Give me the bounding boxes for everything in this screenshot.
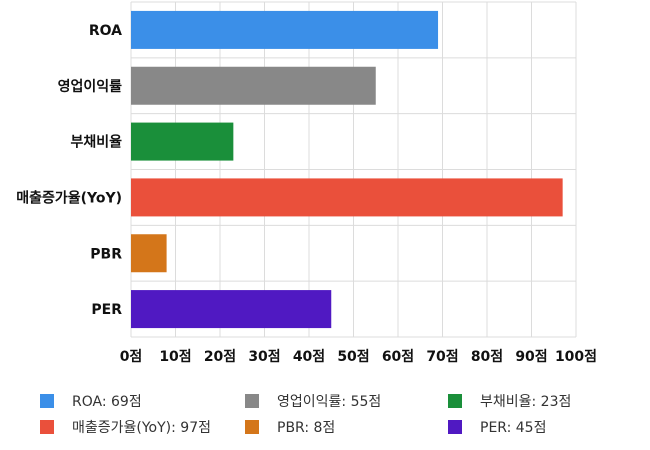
x-tick-label: 90점 (515, 348, 547, 365)
bar (131, 10, 439, 49)
legend-label-debt-ratio: 부채비율: 23점 (480, 394, 572, 410)
x-tick-label: 60점 (382, 348, 414, 365)
legend-swatch-operating-margin (245, 394, 259, 408)
x-tick-label: 40점 (293, 348, 325, 365)
category-label: PER (91, 302, 122, 318)
category-label: PBR (90, 246, 122, 262)
category-label: ROA (89, 23, 122, 39)
bar (131, 290, 332, 329)
legend-swatch-pbr (245, 420, 259, 434)
x-tick-label: 0점 (120, 348, 143, 365)
legend-item-per: PER: 45점 (448, 416, 546, 438)
category-label: 부채비율 (70, 134, 122, 151)
legend-label-operating-margin: 영업이익률: 55점 (277, 394, 382, 410)
legend-label-revenue-growth: 매출증가율(YoY): 97점 (72, 420, 211, 436)
legend-swatch-debt-ratio (448, 394, 462, 408)
legend-label-per: PER: 45점 (480, 420, 547, 436)
x-tick-label: 10점 (159, 348, 191, 365)
legend-swatch-roa (40, 394, 54, 408)
legend-item-operating-margin: 영업이익률: 55점 (245, 390, 381, 412)
bar (131, 122, 234, 161)
legend-item-debt-ratio: 부채비율: 23점 (448, 390, 571, 412)
bar (131, 66, 376, 105)
legend-label-pbr: PBR: 8점 (277, 420, 336, 436)
x-tick-label: 80점 (471, 348, 503, 365)
legend-swatch-per (448, 420, 462, 434)
legend-swatch-revenue-growth (40, 420, 54, 434)
legend-item-roa: ROA: 69점 (40, 390, 142, 412)
x-tick-label: 20점 (204, 348, 236, 365)
category-label: 영업이익률 (58, 78, 123, 95)
legend-item-revenue-growth: 매출증가율(YoY): 97점 (40, 416, 211, 438)
category-label: 매출증가율(YoY) (16, 189, 122, 206)
bar (131, 178, 563, 217)
chart-legend: ROA: 69점 영업이익률: 55점 부채비율: 23점 매출증가율(YoY)… (0, 384, 650, 444)
x-tick-label: 100점 (555, 348, 597, 365)
x-tick-label: 30점 (248, 348, 280, 365)
x-tick-label: 50점 (337, 348, 369, 365)
bar (131, 234, 167, 273)
legend-label-roa: ROA: 69점 (72, 394, 142, 410)
x-tick-label: 70점 (426, 348, 458, 365)
legend-item-pbr: PBR: 8점 (245, 416, 335, 438)
